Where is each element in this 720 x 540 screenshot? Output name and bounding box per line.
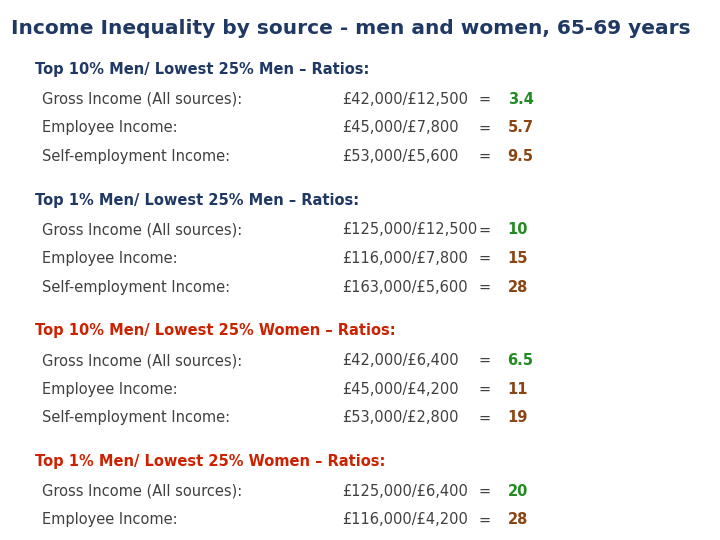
Text: =: = bbox=[479, 92, 491, 107]
Text: Employee Income:: Employee Income: bbox=[42, 251, 177, 266]
Text: =: = bbox=[479, 251, 491, 266]
Text: £125,000/£12,500: £125,000/£12,500 bbox=[342, 222, 477, 238]
Text: 5.7: 5.7 bbox=[508, 120, 534, 136]
Text: £163,000/£5,600: £163,000/£5,600 bbox=[342, 280, 467, 295]
Text: Gross Income (All sources):: Gross Income (All sources): bbox=[42, 353, 242, 368]
Text: Top 10% Men/ Lowest 25% Women – Ratios:: Top 10% Men/ Lowest 25% Women – Ratios: bbox=[35, 323, 395, 339]
Text: =: = bbox=[479, 149, 491, 164]
Text: 3.4: 3.4 bbox=[508, 92, 534, 107]
Text: £45,000/£7,800: £45,000/£7,800 bbox=[342, 120, 459, 136]
Text: =: = bbox=[479, 120, 491, 136]
Text: £125,000/£6,400: £125,000/£6,400 bbox=[342, 484, 468, 499]
Text: £53,000/£2,800: £53,000/£2,800 bbox=[342, 410, 459, 426]
Text: 10: 10 bbox=[508, 222, 528, 238]
Text: Employee Income:: Employee Income: bbox=[42, 512, 177, 528]
Text: £53,000/£5,600: £53,000/£5,600 bbox=[342, 149, 459, 164]
Text: £42,000/£12,500: £42,000/£12,500 bbox=[342, 92, 468, 107]
Text: 11: 11 bbox=[508, 382, 528, 397]
Text: Gross Income (All sources):: Gross Income (All sources): bbox=[42, 222, 242, 238]
Text: Gross Income (All sources):: Gross Income (All sources): bbox=[42, 484, 242, 499]
Text: Employee Income:: Employee Income: bbox=[42, 382, 177, 397]
Text: Self-employment Income:: Self-employment Income: bbox=[42, 410, 230, 426]
Text: £116,000/£4,200: £116,000/£4,200 bbox=[342, 512, 468, 528]
Text: Top 10% Men/ Lowest 25% Men – Ratios:: Top 10% Men/ Lowest 25% Men – Ratios: bbox=[35, 62, 369, 77]
Text: Top 1% Men/ Lowest 25% Women – Ratios:: Top 1% Men/ Lowest 25% Women – Ratios: bbox=[35, 454, 385, 469]
Text: =: = bbox=[479, 353, 491, 368]
Text: 20: 20 bbox=[508, 484, 528, 499]
Text: £116,000/£7,800: £116,000/£7,800 bbox=[342, 251, 468, 266]
Text: =: = bbox=[479, 222, 491, 238]
Text: £42,000/£6,400: £42,000/£6,400 bbox=[342, 353, 459, 368]
Text: Self-employment Income:: Self-employment Income: bbox=[42, 280, 230, 295]
Text: Top 1% Men/ Lowest 25% Men – Ratios:: Top 1% Men/ Lowest 25% Men – Ratios: bbox=[35, 193, 359, 208]
Text: 28: 28 bbox=[508, 512, 528, 528]
Text: 6.5: 6.5 bbox=[508, 353, 534, 368]
Text: 19: 19 bbox=[508, 410, 528, 426]
Text: =: = bbox=[479, 484, 491, 499]
Text: 15: 15 bbox=[508, 251, 528, 266]
Text: =: = bbox=[479, 410, 491, 426]
Text: =: = bbox=[479, 382, 491, 397]
Text: 9.5: 9.5 bbox=[508, 149, 534, 164]
Text: 28: 28 bbox=[508, 280, 528, 295]
Text: =: = bbox=[479, 280, 491, 295]
Text: Income Inequality by source - men and women, 65-69 years: Income Inequality by source - men and wo… bbox=[11, 19, 690, 38]
Text: Employee Income:: Employee Income: bbox=[42, 120, 177, 136]
Text: Self-employment Income:: Self-employment Income: bbox=[42, 149, 230, 164]
Text: =: = bbox=[479, 512, 491, 528]
Text: Gross Income (All sources):: Gross Income (All sources): bbox=[42, 92, 242, 107]
Text: £45,000/£4,200: £45,000/£4,200 bbox=[342, 382, 459, 397]
